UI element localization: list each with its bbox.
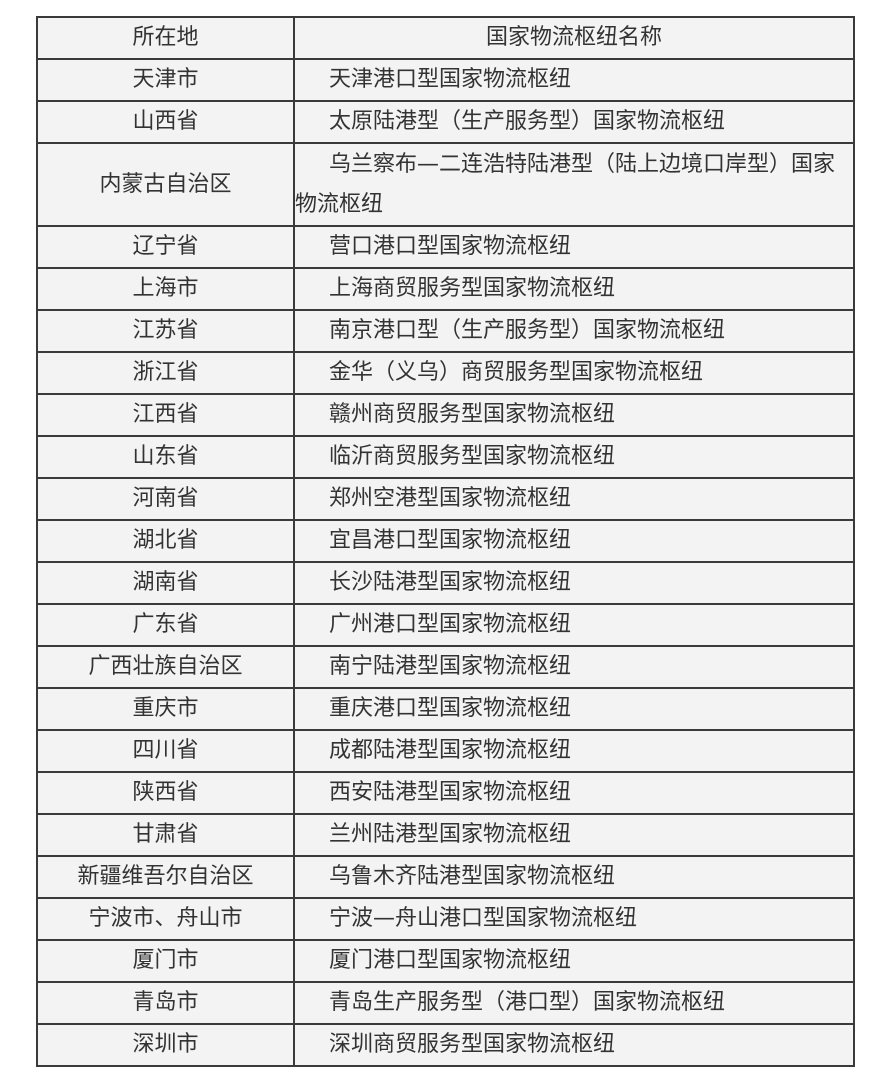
location-cell: 江西省 bbox=[36, 393, 295, 437]
hub-name-cell: 太原陆港型（生产服务型）国家物流枢纽 bbox=[293, 100, 855, 144]
table-row: 陕西省 西安陆港型国家物流枢纽 bbox=[36, 771, 855, 815]
location-cell: 辽宁省 bbox=[36, 225, 295, 269]
hub-name-cell: 青岛生产服务型（港口型）国家物流枢纽 bbox=[293, 981, 855, 1025]
hub-name-cell: 宜昌港口型国家物流枢纽 bbox=[293, 519, 855, 563]
table-row: 重庆市 重庆港口型国家物流枢纽 bbox=[36, 687, 855, 731]
table-row: 浙江省 金华（义乌）商贸服务型国家物流枢纽 bbox=[36, 351, 855, 395]
table-row: 江西省 赣州商贸服务型国家物流枢纽 bbox=[36, 393, 855, 437]
table-row: 辽宁省 营口港口型国家物流枢纽 bbox=[36, 225, 855, 269]
location-cell: 新疆维吾尔自治区 bbox=[36, 855, 295, 899]
location-cell: 陕西省 bbox=[36, 771, 295, 815]
location-cell: 山西省 bbox=[36, 100, 295, 144]
hub-name-cell: 南宁陆港型国家物流枢纽 bbox=[293, 645, 855, 689]
location-cell: 湖南省 bbox=[36, 561, 295, 605]
hub-name-cell: 天津港口型国家物流枢纽 bbox=[293, 58, 855, 102]
location-cell: 宁波市、舟山市 bbox=[36, 897, 295, 941]
table-row: 新疆维吾尔自治区 乌鲁木齐陆港型国家物流枢纽 bbox=[36, 855, 855, 899]
header-location: 所在地 bbox=[36, 16, 295, 60]
table-row: 深圳市 深圳商贸服务型国家物流枢纽 bbox=[36, 1023, 855, 1067]
location-cell: 青岛市 bbox=[36, 981, 295, 1025]
location-cell: 重庆市 bbox=[36, 687, 295, 731]
table-row: 河南省 郑州空港型国家物流枢纽 bbox=[36, 477, 855, 521]
table-row: 宁波市、舟山市 宁波—舟山港口型国家物流枢纽 bbox=[36, 897, 855, 941]
table-row: 甘肃省 兰州陆港型国家物流枢纽 bbox=[36, 813, 855, 857]
hub-name-cell: 兰州陆港型国家物流枢纽 bbox=[293, 813, 855, 857]
location-cell: 广东省 bbox=[36, 603, 295, 647]
hub-name-cell: 金华（义乌）商贸服务型国家物流枢纽 bbox=[293, 351, 855, 395]
hub-name-cell: 营口港口型国家物流枢纽 bbox=[293, 225, 855, 269]
hub-name-cell: 南京港口型（生产服务型）国家物流枢纽 bbox=[293, 309, 855, 353]
hub-name-cell: 厦门港口型国家物流枢纽 bbox=[293, 939, 855, 983]
hub-name-cell: 临沂商贸服务型国家物流枢纽 bbox=[293, 435, 855, 479]
hub-name-cell: 乌鲁木齐陆港型国家物流枢纽 bbox=[293, 855, 855, 899]
header-hub-name: 国家物流枢纽名称 bbox=[293, 16, 855, 60]
table-row: 山东省 临沂商贸服务型国家物流枢纽 bbox=[36, 435, 855, 479]
location-cell: 山东省 bbox=[36, 435, 295, 479]
hub-name-cell: 成都陆港型国家物流枢纽 bbox=[293, 729, 855, 773]
table-header-row: 所在地 国家物流枢纽名称 bbox=[36, 16, 855, 60]
table-row: 四川省 成都陆港型国家物流枢纽 bbox=[36, 729, 855, 773]
table-row: 湖北省 宜昌港口型国家物流枢纽 bbox=[36, 519, 855, 563]
logistics-hub-table: 所在地 国家物流枢纽名称 天津市 天津港口型国家物流枢纽 山西省 太原陆港型（生产服务… bbox=[36, 16, 855, 1067]
location-cell: 内蒙古自治区 bbox=[36, 142, 295, 227]
hub-name-cell: 上海商贸服务型国家物流枢纽 bbox=[293, 267, 855, 311]
table-row: 天津市 天津港口型国家物流枢纽 bbox=[36, 58, 855, 102]
location-cell: 江苏省 bbox=[36, 309, 295, 353]
table-row: 山西省 太原陆港型（生产服务型）国家物流枢纽 bbox=[36, 100, 855, 144]
location-cell: 广西壮族自治区 bbox=[36, 645, 295, 689]
table-row: 广西壮族自治区 南宁陆港型国家物流枢纽 bbox=[36, 645, 855, 689]
hub-name-cell: 乌兰察布—二连浩特陆港型（陆上边境口岸型）国家物流枢纽 bbox=[293, 142, 855, 227]
table-row: 广东省 广州港口型国家物流枢纽 bbox=[36, 603, 855, 647]
hub-name-cell: 长沙陆港型国家物流枢纽 bbox=[293, 561, 855, 605]
hub-name-cell: 重庆港口型国家物流枢纽 bbox=[293, 687, 855, 731]
table-row: 厦门市 厦门港口型国家物流枢纽 bbox=[36, 939, 855, 983]
location-cell: 厦门市 bbox=[36, 939, 295, 983]
location-cell: 河南省 bbox=[36, 477, 295, 521]
table-row: 内蒙古自治区 乌兰察布—二连浩特陆港型（陆上边境口岸型）国家物流枢纽 bbox=[36, 142, 855, 227]
hub-name-cell: 宁波—舟山港口型国家物流枢纽 bbox=[293, 897, 855, 941]
hub-name-cell: 郑州空港型国家物流枢纽 bbox=[293, 477, 855, 521]
hub-name-cell: 深圳商贸服务型国家物流枢纽 bbox=[293, 1023, 855, 1067]
table-row: 青岛市 青岛生产服务型（港口型）国家物流枢纽 bbox=[36, 981, 855, 1025]
table-row: 江苏省 南京港口型（生产服务型）国家物流枢纽 bbox=[36, 309, 855, 353]
location-cell: 深圳市 bbox=[36, 1023, 295, 1067]
location-cell: 天津市 bbox=[36, 58, 295, 102]
location-cell: 上海市 bbox=[36, 267, 295, 311]
location-cell: 四川省 bbox=[36, 729, 295, 773]
table-row: 上海市 上海商贸服务型国家物流枢纽 bbox=[36, 267, 855, 311]
location-cell: 浙江省 bbox=[36, 351, 295, 395]
hub-name-cell: 西安陆港型国家物流枢纽 bbox=[293, 771, 855, 815]
hub-name-cell: 广州港口型国家物流枢纽 bbox=[293, 603, 855, 647]
location-cell: 湖北省 bbox=[36, 519, 295, 563]
hub-name-cell: 赣州商贸服务型国家物流枢纽 bbox=[293, 393, 855, 437]
location-cell: 甘肃省 bbox=[36, 813, 295, 857]
table-row: 湖南省 长沙陆港型国家物流枢纽 bbox=[36, 561, 855, 605]
